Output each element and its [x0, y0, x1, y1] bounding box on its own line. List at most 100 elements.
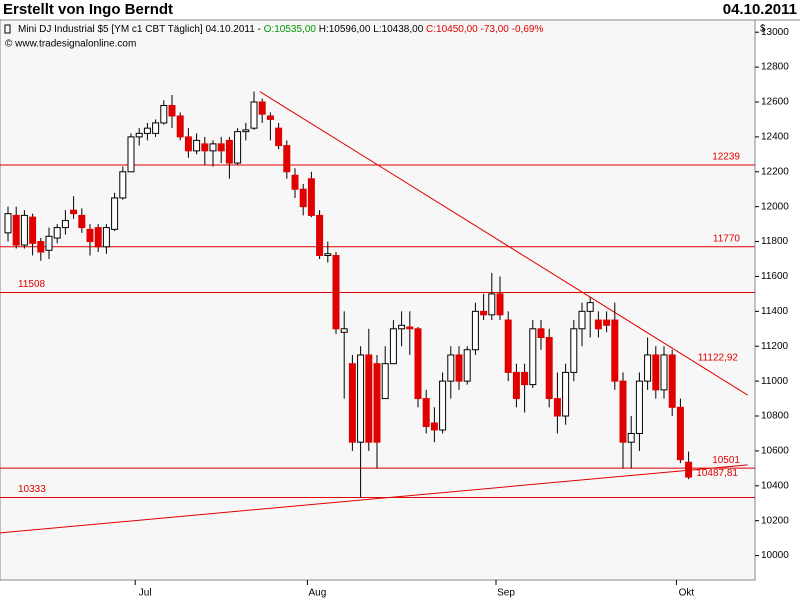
legend-open: O:10535,00	[264, 24, 317, 35]
candle-body	[545, 337, 553, 400]
y-tick-label: 11400	[761, 306, 789, 317]
candle-body	[381, 363, 389, 400]
candle-body	[29, 216, 37, 244]
y-tick-label: 12800	[761, 62, 789, 73]
candle-body	[578, 310, 586, 330]
x-tick-label: Sep	[497, 588, 515, 599]
y-tick-label: 10800	[761, 411, 789, 422]
trend-label: 10487,81	[696, 468, 738, 479]
y-tick-label: 10200	[761, 515, 789, 526]
candle-body	[463, 349, 471, 382]
date: 04.10.2011	[723, 1, 797, 18]
candle-body	[439, 380, 447, 431]
trend-line	[259, 91, 748, 396]
candle-body	[12, 214, 20, 246]
chart-title: Erstellt von Ingo Berndt	[3, 1, 173, 18]
candle-body	[455, 354, 463, 382]
candle-body	[512, 371, 520, 400]
candle-body	[406, 326, 414, 330]
candle-body	[603, 319, 611, 326]
candle-body	[275, 127, 283, 147]
x-tick-label: Okt	[679, 588, 695, 599]
candle-body	[94, 227, 102, 248]
candle-body	[184, 136, 192, 152]
candle-body	[78, 214, 86, 229]
candle-body	[160, 104, 168, 124]
x-tick-label: Jul	[139, 588, 152, 599]
candle-body	[4, 213, 12, 234]
candle-body	[644, 354, 652, 382]
copyright: © www.tradesignalonline.com	[5, 39, 136, 50]
candle-body	[127, 136, 135, 173]
candle-body	[414, 328, 422, 400]
candle-body	[45, 235, 53, 251]
candle-body	[660, 354, 668, 391]
candle-body	[537, 328, 545, 339]
candle-body	[471, 310, 479, 351]
candle-body	[562, 371, 570, 417]
legend: Mini DJ Industrial $5 [YM c1 CBT Täglich…	[18, 24, 543, 35]
y-tick-label: 10000	[761, 550, 789, 561]
candle-body	[217, 143, 225, 152]
candle-body	[619, 380, 627, 443]
y-tick-label: 12400	[761, 132, 789, 143]
candle-body	[652, 354, 660, 391]
candle-body	[283, 145, 291, 173]
candle-body	[676, 406, 684, 461]
candle-body	[422, 398, 430, 427]
candle-body	[291, 174, 299, 190]
candle-body	[225, 139, 233, 164]
legend-hl: H:10596,00 L:10438,00	[316, 24, 426, 35]
candle-body	[102, 227, 110, 248]
candle-body	[193, 139, 201, 152]
level-label: 11508	[18, 279, 46, 290]
y-tick-label: 12000	[761, 201, 789, 212]
candle-body	[201, 143, 209, 152]
candle-body	[611, 319, 619, 382]
candle-body	[521, 371, 529, 386]
plot-area	[0, 19, 756, 581]
candle-body	[152, 122, 160, 134]
legend-icon	[4, 24, 11, 34]
candle-body	[389, 328, 397, 365]
y-tick-label: 13000	[761, 27, 789, 38]
candle-body	[480, 310, 488, 316]
candle-body	[143, 127, 151, 134]
level-label: 12239	[712, 152, 740, 163]
candle-body	[53, 227, 61, 239]
y-tick-label: 11800	[761, 236, 789, 247]
y-tick-label: 12600	[761, 97, 789, 108]
candle-body	[570, 328, 578, 373]
candle-body	[504, 319, 512, 373]
y-tick-label: 10600	[761, 446, 789, 457]
legend-close: C:10450,00 -73,00 -0,69%	[426, 24, 543, 35]
candle-body	[135, 132, 143, 138]
level-label: 10501	[712, 455, 740, 466]
candle-body	[168, 104, 176, 117]
y-tick-label: 12200	[761, 166, 789, 177]
candle-body	[119, 171, 127, 199]
candle-body	[37, 241, 45, 253]
candle-body	[250, 101, 258, 129]
candle-body	[447, 354, 455, 382]
candle-body	[70, 209, 78, 215]
level-label: 10333	[18, 484, 46, 495]
candle-body	[324, 253, 332, 257]
candle-body	[529, 328, 537, 386]
candle-body	[685, 461, 693, 478]
legend-symbol: Mini DJ Industrial $5 [YM c1 CBT Täglich…	[18, 24, 264, 35]
candle-body	[61, 220, 69, 229]
candle-body	[242, 129, 250, 133]
level-label: 11770	[713, 233, 741, 244]
x-tick-label: Aug	[309, 588, 327, 599]
candle-body	[316, 214, 324, 257]
candle-body	[307, 178, 315, 216]
candle-body	[594, 319, 602, 330]
candle-body	[398, 324, 406, 330]
y-unit: $	[760, 24, 766, 35]
candle-body	[488, 293, 496, 316]
candle-body	[586, 302, 594, 312]
candle-body	[111, 197, 119, 230]
